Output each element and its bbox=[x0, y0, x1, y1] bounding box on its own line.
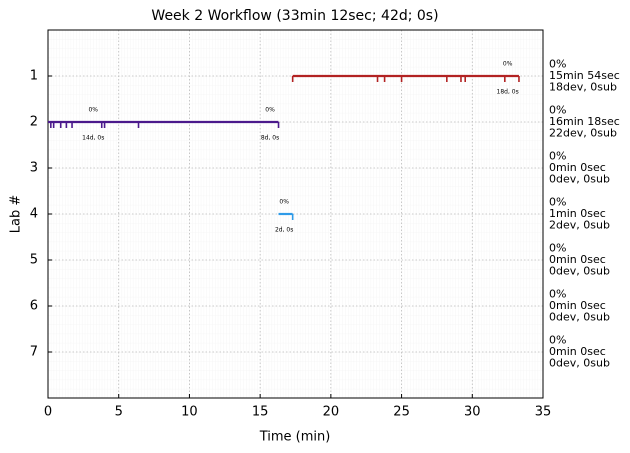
note-top: 0% bbox=[503, 61, 513, 68]
note-top: 0% bbox=[88, 107, 98, 114]
side-label: 0% bbox=[549, 334, 566, 347]
side-label: 0dev, 0sub bbox=[549, 311, 610, 324]
x-tick-label: 30 bbox=[464, 405, 481, 420]
x-tick-label: 15 bbox=[252, 405, 269, 420]
y-axis-label: Lab # bbox=[9, 195, 24, 234]
side-label: 0min 0sec bbox=[549, 299, 606, 312]
y-tick-label: 2 bbox=[30, 115, 38, 130]
side-label: 15min 54sec bbox=[549, 69, 620, 82]
side-label: 0% bbox=[549, 242, 566, 255]
note-top: 0% bbox=[279, 199, 289, 206]
x-tick-label: 5 bbox=[115, 405, 123, 420]
x-tick-label: 10 bbox=[181, 405, 198, 420]
y-tick-label: 7 bbox=[30, 345, 38, 360]
side-label: 22dev, 0sub bbox=[549, 127, 617, 140]
side-label: 0dev, 0sub bbox=[549, 265, 610, 278]
note-bottom: 14d, 0s bbox=[82, 135, 104, 142]
x-axis-label: Time (min) bbox=[259, 430, 331, 445]
y-tick-label: 5 bbox=[30, 253, 38, 268]
x-tick-label: 25 bbox=[393, 405, 410, 420]
note-top: 0% bbox=[265, 107, 275, 114]
y-tick-label: 4 bbox=[30, 207, 38, 222]
minor-grid bbox=[48, 30, 543, 398]
side-label: 0dev, 0sub bbox=[549, 173, 610, 186]
chart-title: Week 2 Workflow (33min 12sec; 42d; 0s) bbox=[151, 8, 438, 24]
x-tick-label: 35 bbox=[535, 405, 552, 420]
note-bottom: 18d, 0s bbox=[497, 89, 519, 96]
side-label: 0dev, 0sub bbox=[549, 357, 610, 370]
side-label: 0% bbox=[549, 196, 566, 209]
side-label: 0min 0sec bbox=[549, 345, 606, 358]
side-label: 0min 0sec bbox=[549, 253, 606, 266]
note-bottom: 2d, 0s bbox=[275, 227, 293, 234]
y-tick-label: 6 bbox=[30, 299, 38, 314]
side-label: 1min 0sec bbox=[549, 207, 606, 220]
side-label: 2dev, 0sub bbox=[549, 219, 610, 232]
side-label: 0min 0sec bbox=[549, 161, 606, 174]
y-tick-label: 1 bbox=[30, 69, 38, 84]
side-label: 16min 18sec bbox=[549, 115, 620, 128]
x-tick-label: 20 bbox=[323, 405, 340, 420]
note-bottom: 8d, 0s bbox=[261, 135, 279, 142]
plot-frame bbox=[47, 29, 544, 399]
side-label: 0% bbox=[549, 150, 566, 163]
side-label: 0% bbox=[549, 288, 566, 301]
side-label: 18dev, 0sub bbox=[549, 81, 617, 94]
y-tick-label: 3 bbox=[30, 161, 38, 176]
side-label: 0% bbox=[549, 58, 566, 71]
side-label: 0% bbox=[549, 104, 566, 117]
x-tick-label: 0 bbox=[44, 405, 52, 420]
